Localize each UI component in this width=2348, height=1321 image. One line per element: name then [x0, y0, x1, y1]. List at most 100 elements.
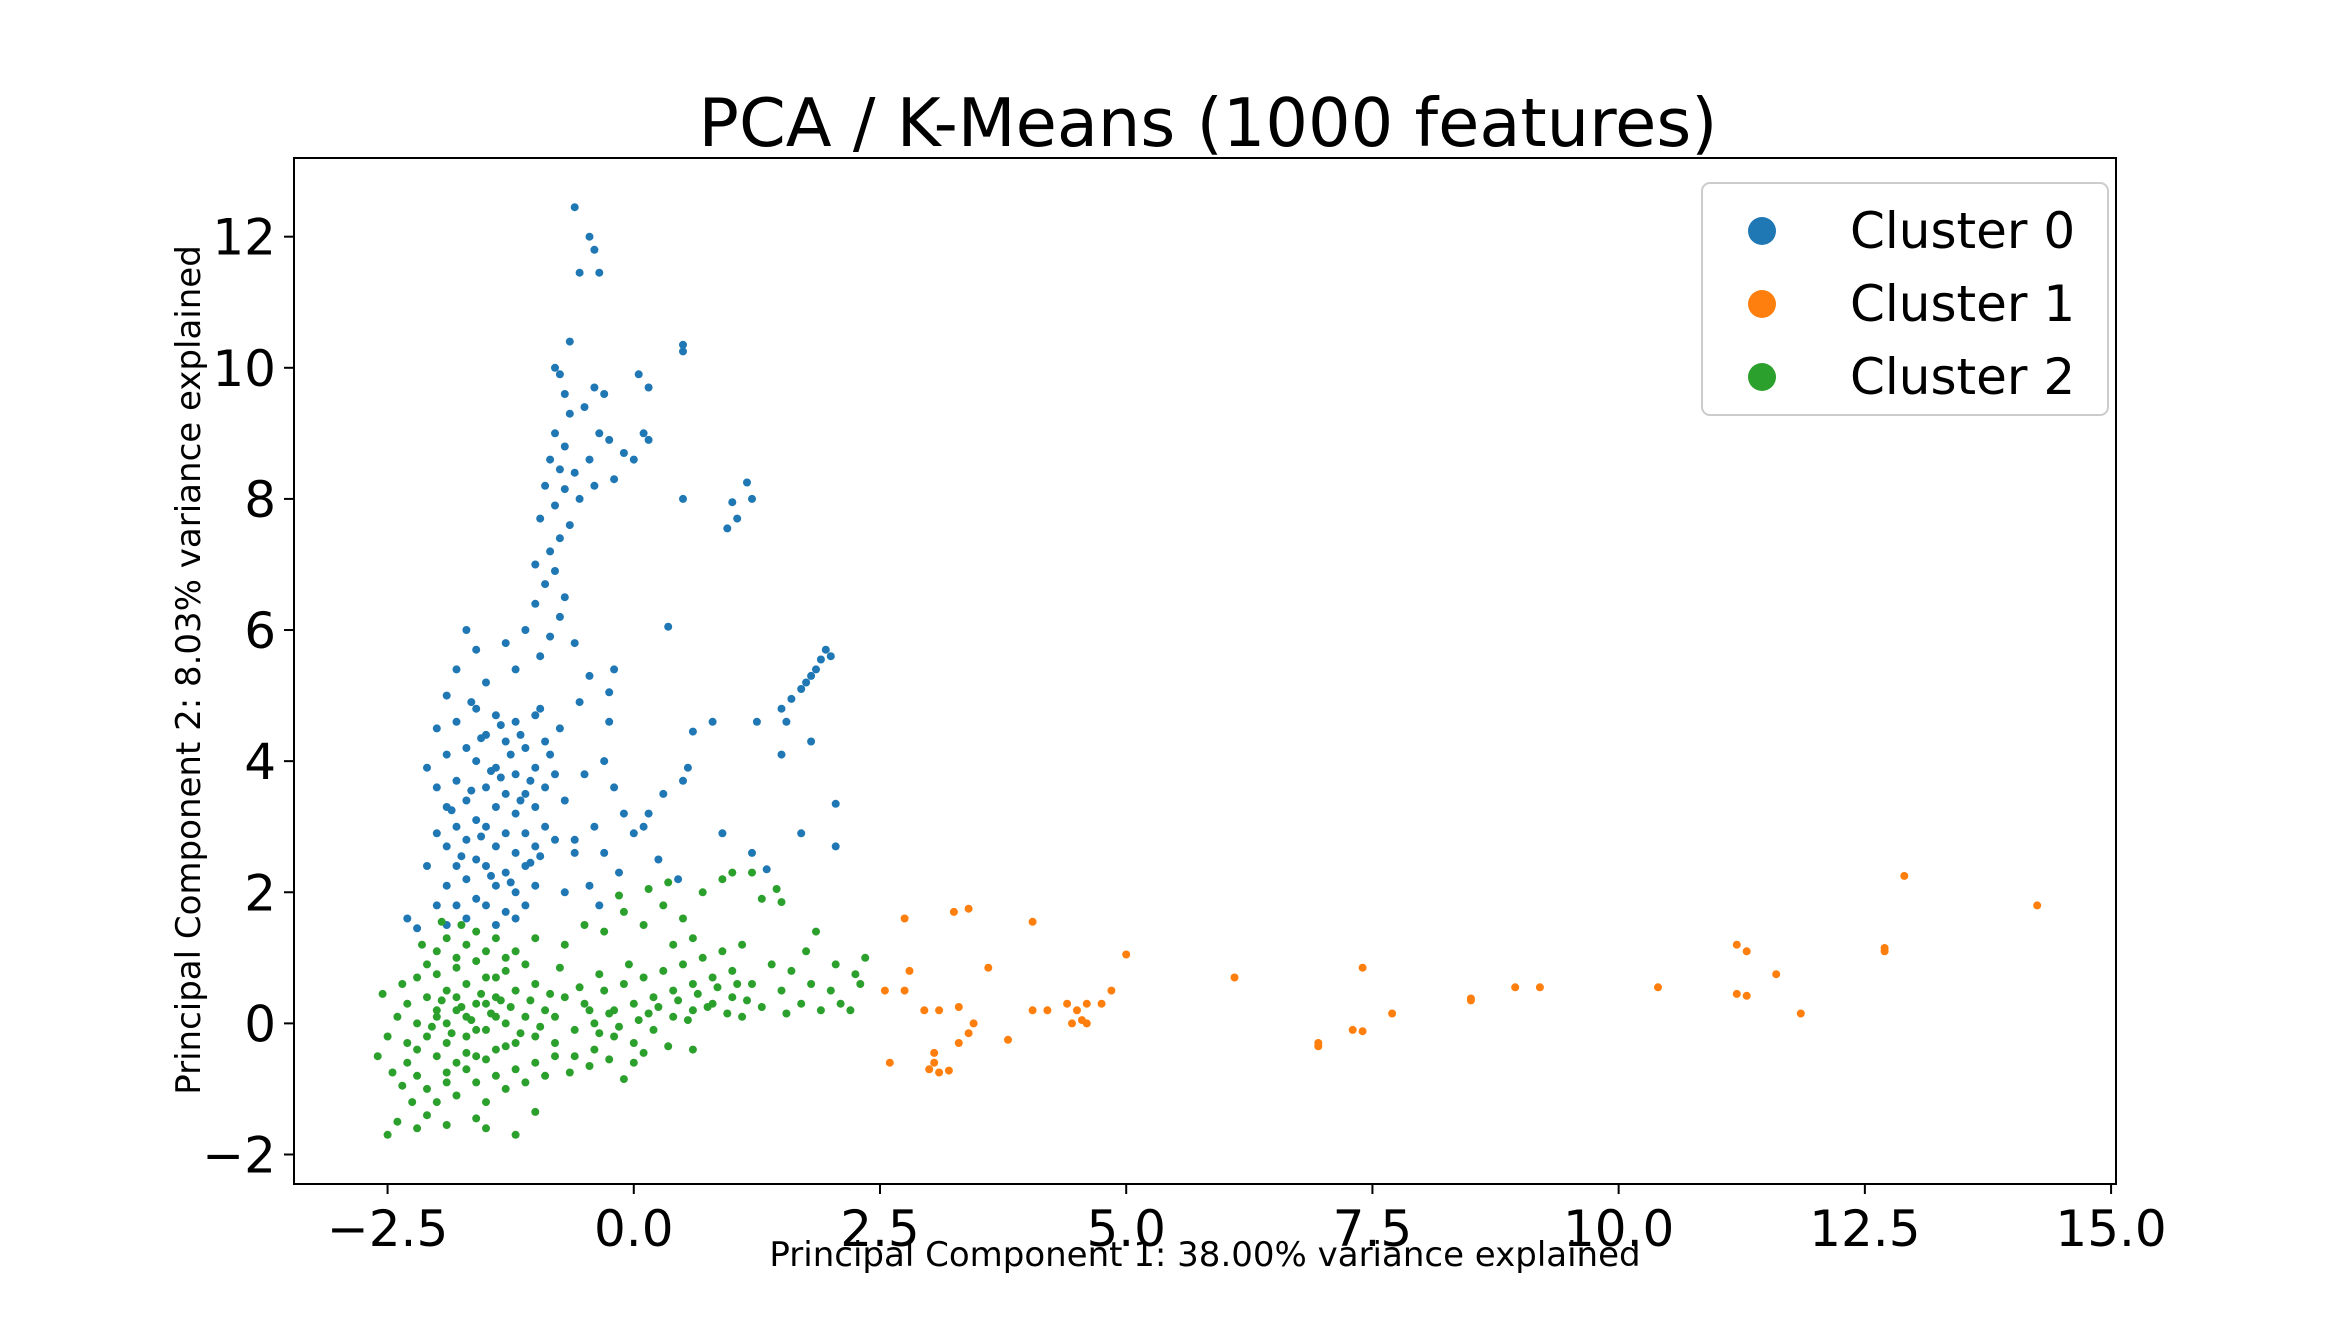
data-point	[728, 993, 737, 1002]
data-point	[467, 1016, 476, 1025]
data-point	[551, 567, 559, 575]
data-point	[703, 1003, 712, 1011]
data-point	[546, 989, 555, 998]
data-point	[733, 980, 742, 988]
data-point	[807, 671, 816, 680]
data-point	[954, 1003, 963, 1011]
data-point	[1063, 999, 1072, 1008]
data-point	[491, 711, 500, 720]
data-point	[816, 1006, 825, 1015]
data-point	[930, 1048, 939, 1057]
data-point	[880, 986, 889, 995]
data-point	[728, 868, 737, 877]
data-point	[472, 927, 481, 936]
data-point	[393, 1117, 402, 1126]
data-point	[679, 340, 687, 349]
data-point	[541, 1071, 550, 1080]
data-point	[615, 891, 623, 900]
data-point	[679, 914, 687, 923]
data-point	[462, 1065, 471, 1074]
data-point	[383, 1032, 392, 1041]
data-point	[861, 953, 870, 962]
data-point	[467, 786, 476, 795]
series-cluster-2	[373, 868, 870, 1139]
data-point	[885, 1058, 894, 1067]
data-point	[491, 1045, 500, 1054]
data-point	[580, 770, 589, 779]
data-point	[551, 1052, 559, 1061]
legend-items: Cluster 0 Cluster 1 Cluster 2	[1748, 202, 2075, 406]
data-point	[615, 1022, 623, 1031]
data-point	[1900, 871, 1909, 880]
data-point	[629, 455, 638, 464]
data-point	[1082, 1019, 1091, 1028]
data-point	[457, 921, 466, 929]
data-point	[1535, 983, 1544, 992]
y-tick-label: 8	[244, 471, 276, 529]
data-point	[452, 993, 461, 1002]
data-point	[713, 983, 722, 992]
data-point	[580, 403, 589, 412]
data-point	[610, 475, 619, 484]
data-point	[560, 888, 569, 897]
data-point	[590, 245, 599, 254]
data-point	[555, 612, 564, 621]
data-point	[802, 678, 811, 687]
data-point	[595, 901, 604, 910]
data-point	[472, 1052, 481, 1061]
data-point	[560, 796, 569, 805]
data-point	[629, 829, 638, 838]
data-point	[531, 1058, 540, 1067]
data-point	[1732, 940, 1741, 949]
data-point	[555, 724, 564, 733]
data-point	[649, 993, 658, 1002]
data-point	[752, 717, 761, 726]
data-point	[590, 822, 599, 831]
data-point	[378, 989, 387, 998]
data-point	[2033, 901, 2042, 910]
data-point	[634, 1016, 643, 1025]
data-point	[629, 999, 638, 1008]
data-point	[452, 776, 461, 785]
data-point	[472, 704, 481, 713]
plot-area-frame	[293, 157, 2117, 1185]
data-point	[797, 999, 806, 1008]
data-point	[413, 1045, 422, 1054]
data-point	[442, 1068, 451, 1077]
data-point	[541, 481, 550, 490]
data-point	[688, 727, 697, 736]
data-point	[693, 989, 702, 998]
data-point	[511, 809, 520, 818]
data-point	[797, 685, 806, 693]
data-point	[462, 835, 471, 844]
data-point	[472, 894, 481, 903]
data-point	[511, 1039, 520, 1047]
data-point	[718, 829, 727, 838]
data-point	[457, 852, 466, 861]
data-point	[831, 842, 840, 851]
data-point	[1358, 1027, 1367, 1036]
data-point	[816, 655, 825, 664]
data-point	[565, 521, 574, 530]
data-point	[501, 1019, 510, 1028]
data-point	[575, 494, 584, 503]
data-point	[708, 717, 717, 726]
x-tick-label: 2.5	[840, 1200, 920, 1258]
data-point	[629, 1039, 638, 1047]
data-point	[442, 1039, 451, 1047]
data-point	[521, 744, 530, 752]
data-point	[555, 465, 564, 474]
data-point	[555, 534, 564, 543]
data-point	[501, 1042, 510, 1051]
data-point	[654, 855, 663, 864]
data-point	[551, 429, 559, 438]
data-point	[718, 875, 727, 884]
data-point	[585, 232, 594, 241]
data-point	[570, 203, 579, 212]
data-point	[560, 940, 569, 949]
x-tick-label: −2.5	[327, 1200, 448, 1258]
y-tick-label: 12	[212, 209, 276, 267]
data-point	[432, 947, 441, 956]
data-point	[600, 757, 609, 766]
data-point	[560, 485, 569, 494]
